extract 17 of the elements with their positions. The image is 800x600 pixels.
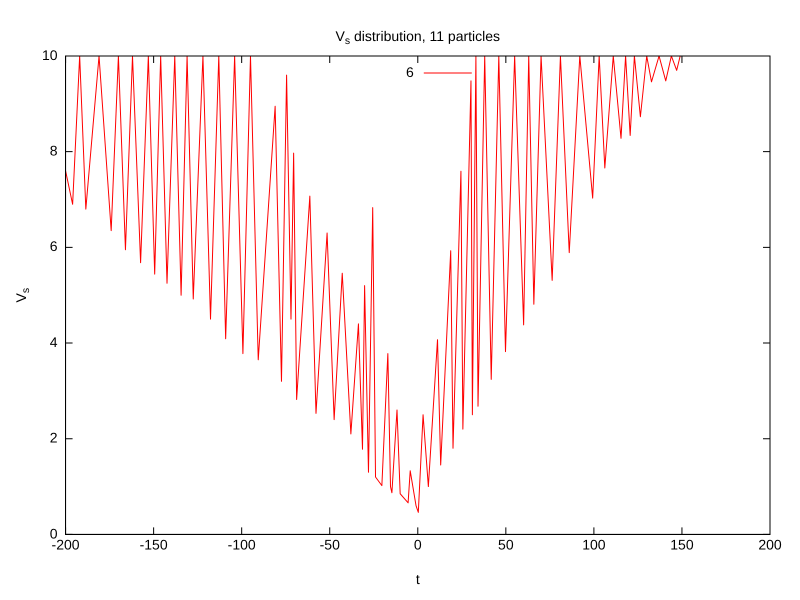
x-tick-label: 100: [582, 536, 606, 553]
legend-label: 6: [406, 64, 414, 80]
y-tick-label: 6: [50, 238, 58, 254]
x-tick-label: 50: [498, 536, 514, 553]
x-tick-label: -50: [320, 536, 340, 553]
x-tick-label: 150: [670, 536, 694, 553]
x-tick-label: 0: [414, 536, 422, 553]
y-tick-label: 8: [50, 142, 58, 159]
y-tick-label: 0: [50, 525, 58, 542]
y-tick-label: 10: [42, 46, 58, 63]
x-tick-label: 200: [758, 536, 782, 553]
x-axis-title: t: [416, 570, 420, 587]
x-tick-label: -150: [140, 536, 168, 553]
y-tick-label: 2: [50, 430, 58, 446]
y-axis-title: Vs: [12, 288, 32, 302]
y-tick-label: 4: [50, 334, 58, 350]
x-tick-label: -100: [228, 536, 256, 553]
